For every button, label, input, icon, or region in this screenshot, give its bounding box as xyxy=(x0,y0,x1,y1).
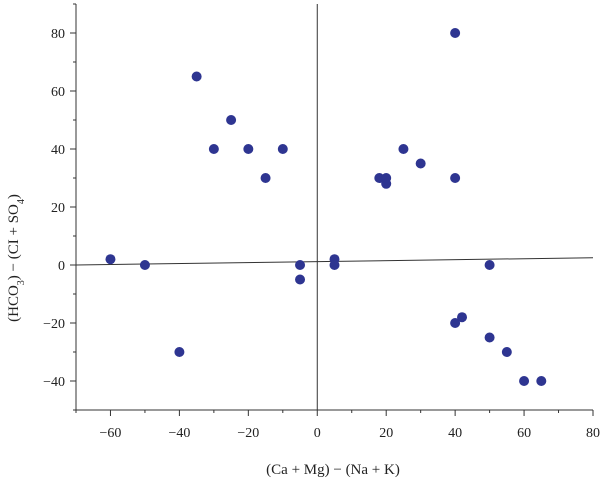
data-point xyxy=(208,144,219,154)
y-tick-label: 40 xyxy=(51,143,65,158)
data-point xyxy=(105,254,116,265)
y-tick-label: −20 xyxy=(43,317,65,332)
y-tick-label: 20 xyxy=(51,201,65,216)
data-point xyxy=(191,71,202,82)
y-tick-label: 80 xyxy=(51,27,65,42)
y-axis-title-part1: (HCO xyxy=(6,285,22,322)
x-tick-label: −60 xyxy=(100,426,122,441)
data-point xyxy=(501,347,512,357)
x-tick-label: 60 xyxy=(517,426,531,441)
data-point xyxy=(398,144,409,154)
data-points xyxy=(105,28,547,386)
data-point xyxy=(295,274,306,285)
ticks: −60 −40 −20 0 20 40 60 80 −40 −20 0 20 40 60 80 xyxy=(43,3,600,441)
x-tick-label: 40 xyxy=(448,426,462,441)
y-tick-label: 0 xyxy=(58,259,65,274)
y-tick-label: −40 xyxy=(43,375,65,390)
data-point xyxy=(457,312,468,323)
x-tick-label: −20 xyxy=(237,426,259,441)
data-point xyxy=(450,173,461,183)
y-axis-title-part3: ) xyxy=(6,194,22,199)
data-point xyxy=(484,260,495,270)
x-tick-label: 80 xyxy=(586,426,600,441)
x-tick-label: 0 xyxy=(314,426,321,441)
x-axis-title: (Ca + Mg) − (Na + K) xyxy=(266,462,400,478)
y-tick-label: 60 xyxy=(51,85,65,100)
data-point xyxy=(226,115,237,125)
data-point xyxy=(381,178,392,189)
y-axis-title-part2: ) − (CI + SO xyxy=(6,204,22,280)
data-point xyxy=(260,173,271,183)
data-point xyxy=(450,28,461,38)
x-tick-label: 20 xyxy=(379,426,393,441)
data-point xyxy=(519,376,530,386)
y-axis-title-sub2: 4 xyxy=(16,199,27,204)
y-axis-title: (HCO3) − (CI + SO4) xyxy=(6,194,27,322)
axes xyxy=(75,4,593,411)
y-axis-title-sub1: 3 xyxy=(16,280,27,285)
data-point xyxy=(139,260,150,270)
x-tick-label: −40 xyxy=(168,426,190,441)
data-point xyxy=(374,173,385,183)
data-point xyxy=(484,332,495,343)
data-point xyxy=(277,144,288,154)
data-point xyxy=(295,260,306,270)
data-point xyxy=(329,260,340,270)
data-point xyxy=(450,318,461,328)
data-point xyxy=(415,158,426,169)
reference-lines xyxy=(75,4,594,410)
data-point xyxy=(536,376,547,386)
data-point xyxy=(243,144,254,154)
data-point xyxy=(174,347,185,357)
